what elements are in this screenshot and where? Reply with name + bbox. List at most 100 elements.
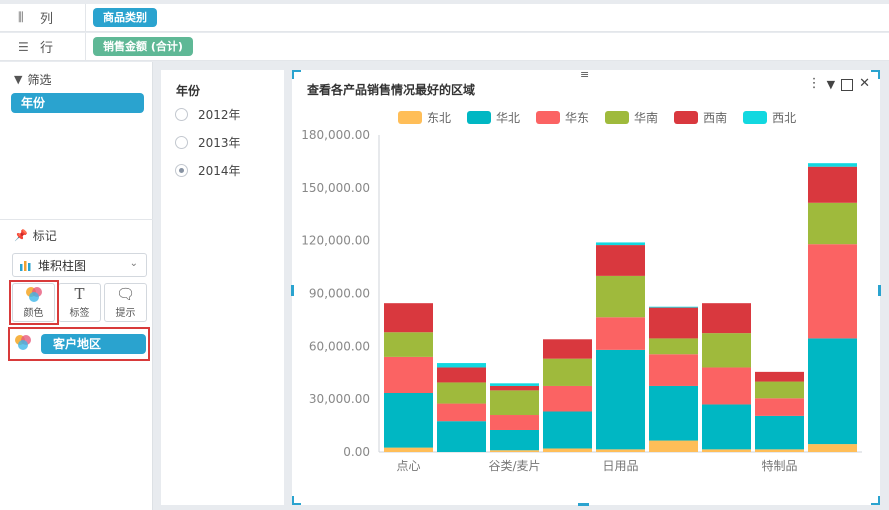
- tooltip-button[interactable]: 🗨 提示: [104, 283, 147, 322]
- filter-icon[interactable]: ▼: [826, 78, 836, 91]
- bar-segment[interactable]: [543, 358, 592, 386]
- bar-segment[interactable]: [543, 448, 592, 452]
- bar-segment[interactable]: [755, 371, 804, 382]
- bar-segment[interactable]: [808, 202, 857, 245]
- bar-segment[interactable]: [808, 163, 857, 167]
- legend-item[interactable]: 西南: [674, 109, 727, 126]
- bar-segment[interactable]: [437, 363, 486, 368]
- columns-icon: ⫼: [18, 10, 24, 24]
- legend-item[interactable]: 华东: [536, 109, 589, 126]
- bar-segment[interactable]: [755, 449, 804, 452]
- bar-segment[interactable]: [755, 415, 804, 450]
- year-option-2014[interactable]: 2014年: [175, 162, 241, 179]
- year-option-2013[interactable]: 2013年: [175, 134, 241, 151]
- bar-segment[interactable]: [649, 307, 698, 339]
- bar-segment[interactable]: [702, 303, 751, 334]
- chevron-down-icon: ⌄: [129, 258, 138, 269]
- columns-field-pill[interactable]: 商品类别: [93, 8, 157, 27]
- bar-segment[interactable]: [384, 393, 433, 448]
- color-field-highlight: [8, 327, 150, 361]
- radio-checked-icon[interactable]: [175, 164, 188, 177]
- bar-segment[interactable]: [490, 390, 539, 416]
- bar-segment[interactable]: [437, 382, 486, 404]
- bar-segment[interactable]: [702, 333, 751, 368]
- filter-field-pill[interactable]: 年份: [11, 93, 144, 113]
- y-tick-label: 60,000.00: [309, 339, 370, 353]
- bar-segment[interactable]: [384, 332, 433, 357]
- bar-chart-icon: [20, 261, 31, 271]
- filter-section-title: ▼ 筛选: [14, 72, 52, 87]
- bar-segment[interactable]: [649, 338, 698, 355]
- legend-swatch: [536, 111, 561, 124]
- bar-segment[interactable]: [702, 404, 751, 450]
- bar-segment[interactable]: [596, 449, 645, 452]
- bar-segment[interactable]: [437, 403, 486, 422]
- bar-segment[interactable]: [490, 385, 539, 391]
- legend-item[interactable]: 华南: [605, 109, 658, 126]
- marks-section-title: 📌 标记: [14, 228, 57, 243]
- bar-segment[interactable]: [437, 367, 486, 383]
- resize-handle-right[interactable]: [878, 285, 881, 296]
- y-tick-label: 120,000.00: [301, 234, 370, 248]
- legend-item[interactable]: 华北: [467, 109, 520, 126]
- legend-swatch: [674, 111, 699, 124]
- drag-handle-icon[interactable]: ≡: [580, 68, 590, 81]
- bar-segment[interactable]: [596, 317, 645, 350]
- bar-segment[interactable]: [437, 421, 486, 452]
- resize-handle-top-left[interactable]: [292, 70, 301, 79]
- bar-segment[interactable]: [490, 415, 539, 430]
- bar-segment[interactable]: [755, 381, 804, 399]
- bar-segment[interactable]: [596, 245, 645, 276]
- bar-segment[interactable]: [808, 166, 857, 203]
- bar-segment[interactable]: [384, 356, 433, 394]
- columns-shelf: ⫼ 列 商品类别: [0, 4, 889, 32]
- rows-field-pill[interactable]: 销售金额 (合计): [93, 37, 193, 56]
- bar-segment[interactable]: [384, 303, 433, 333]
- bar-segment[interactable]: [596, 275, 645, 318]
- bar-segment[interactable]: [808, 244, 857, 339]
- resize-handle-top-right[interactable]: [871, 70, 880, 79]
- legend-swatch: [605, 111, 630, 124]
- radio-icon[interactable]: [175, 108, 188, 121]
- bar-segment[interactable]: [755, 398, 804, 416]
- legend-item[interactable]: 东北: [398, 109, 451, 126]
- bar-segment[interactable]: [543, 339, 592, 359]
- legend-item[interactable]: 西北: [743, 109, 796, 126]
- resize-handle-left[interactable]: [291, 285, 294, 296]
- pin-icon: 📌: [14, 228, 28, 242]
- radio-icon[interactable]: [175, 136, 188, 149]
- chart-type-select[interactable]: 堆积柱图 ⌄: [12, 253, 147, 277]
- close-icon[interactable]: ✕: [859, 76, 870, 91]
- year-filter-title: 年份: [176, 84, 201, 98]
- bar-segment[interactable]: [649, 306, 698, 308]
- bar-segment[interactable]: [543, 385, 592, 412]
- resize-handle-bottom-left[interactable]: [292, 496, 301, 505]
- color-button[interactable]: 颜色: [12, 283, 55, 322]
- bar-segment[interactable]: [490, 383, 539, 386]
- resize-handle-bottom-right[interactable]: [871, 496, 880, 505]
- resize-handle-bottom[interactable]: [578, 503, 589, 506]
- bar-segment[interactable]: [702, 367, 751, 405]
- bar-segment[interactable]: [384, 447, 433, 452]
- y-tick-label: 30,000.00: [309, 392, 370, 406]
- bar-segment[interactable]: [543, 411, 592, 449]
- bar-segment[interactable]: [596, 349, 645, 450]
- year-filter-panel: 年份 2012年 2013年 2014年: [161, 70, 284, 505]
- filter-icon: ▼: [14, 72, 23, 86]
- color-field-pill[interactable]: 客户地区: [41, 334, 146, 354]
- bar-segment[interactable]: [649, 440, 698, 452]
- more-vertical-icon[interactable]: ⋮: [807, 76, 821, 91]
- bar-segment[interactable]: [490, 429, 539, 451]
- stacked-bar-chart: 0.00 30,000.00 60,000.00 90,000.00 120,000.0…: [301, 128, 862, 473]
- bar-segment[interactable]: [649, 385, 698, 441]
- x-tick-label: 日用品: [602, 459, 638, 473]
- bar-segment[interactable]: [702, 449, 751, 452]
- year-option-2012[interactable]: 2012年: [175, 106, 241, 123]
- bar-segment[interactable]: [808, 444, 857, 452]
- bar-segment[interactable]: [649, 354, 698, 386]
- bar-segment[interactable]: [808, 338, 857, 445]
- bar-segment[interactable]: [596, 242, 645, 246]
- bar-segment[interactable]: [490, 450, 539, 452]
- maximize-icon[interactable]: [841, 79, 854, 91]
- label-button[interactable]: T 标签: [58, 283, 101, 322]
